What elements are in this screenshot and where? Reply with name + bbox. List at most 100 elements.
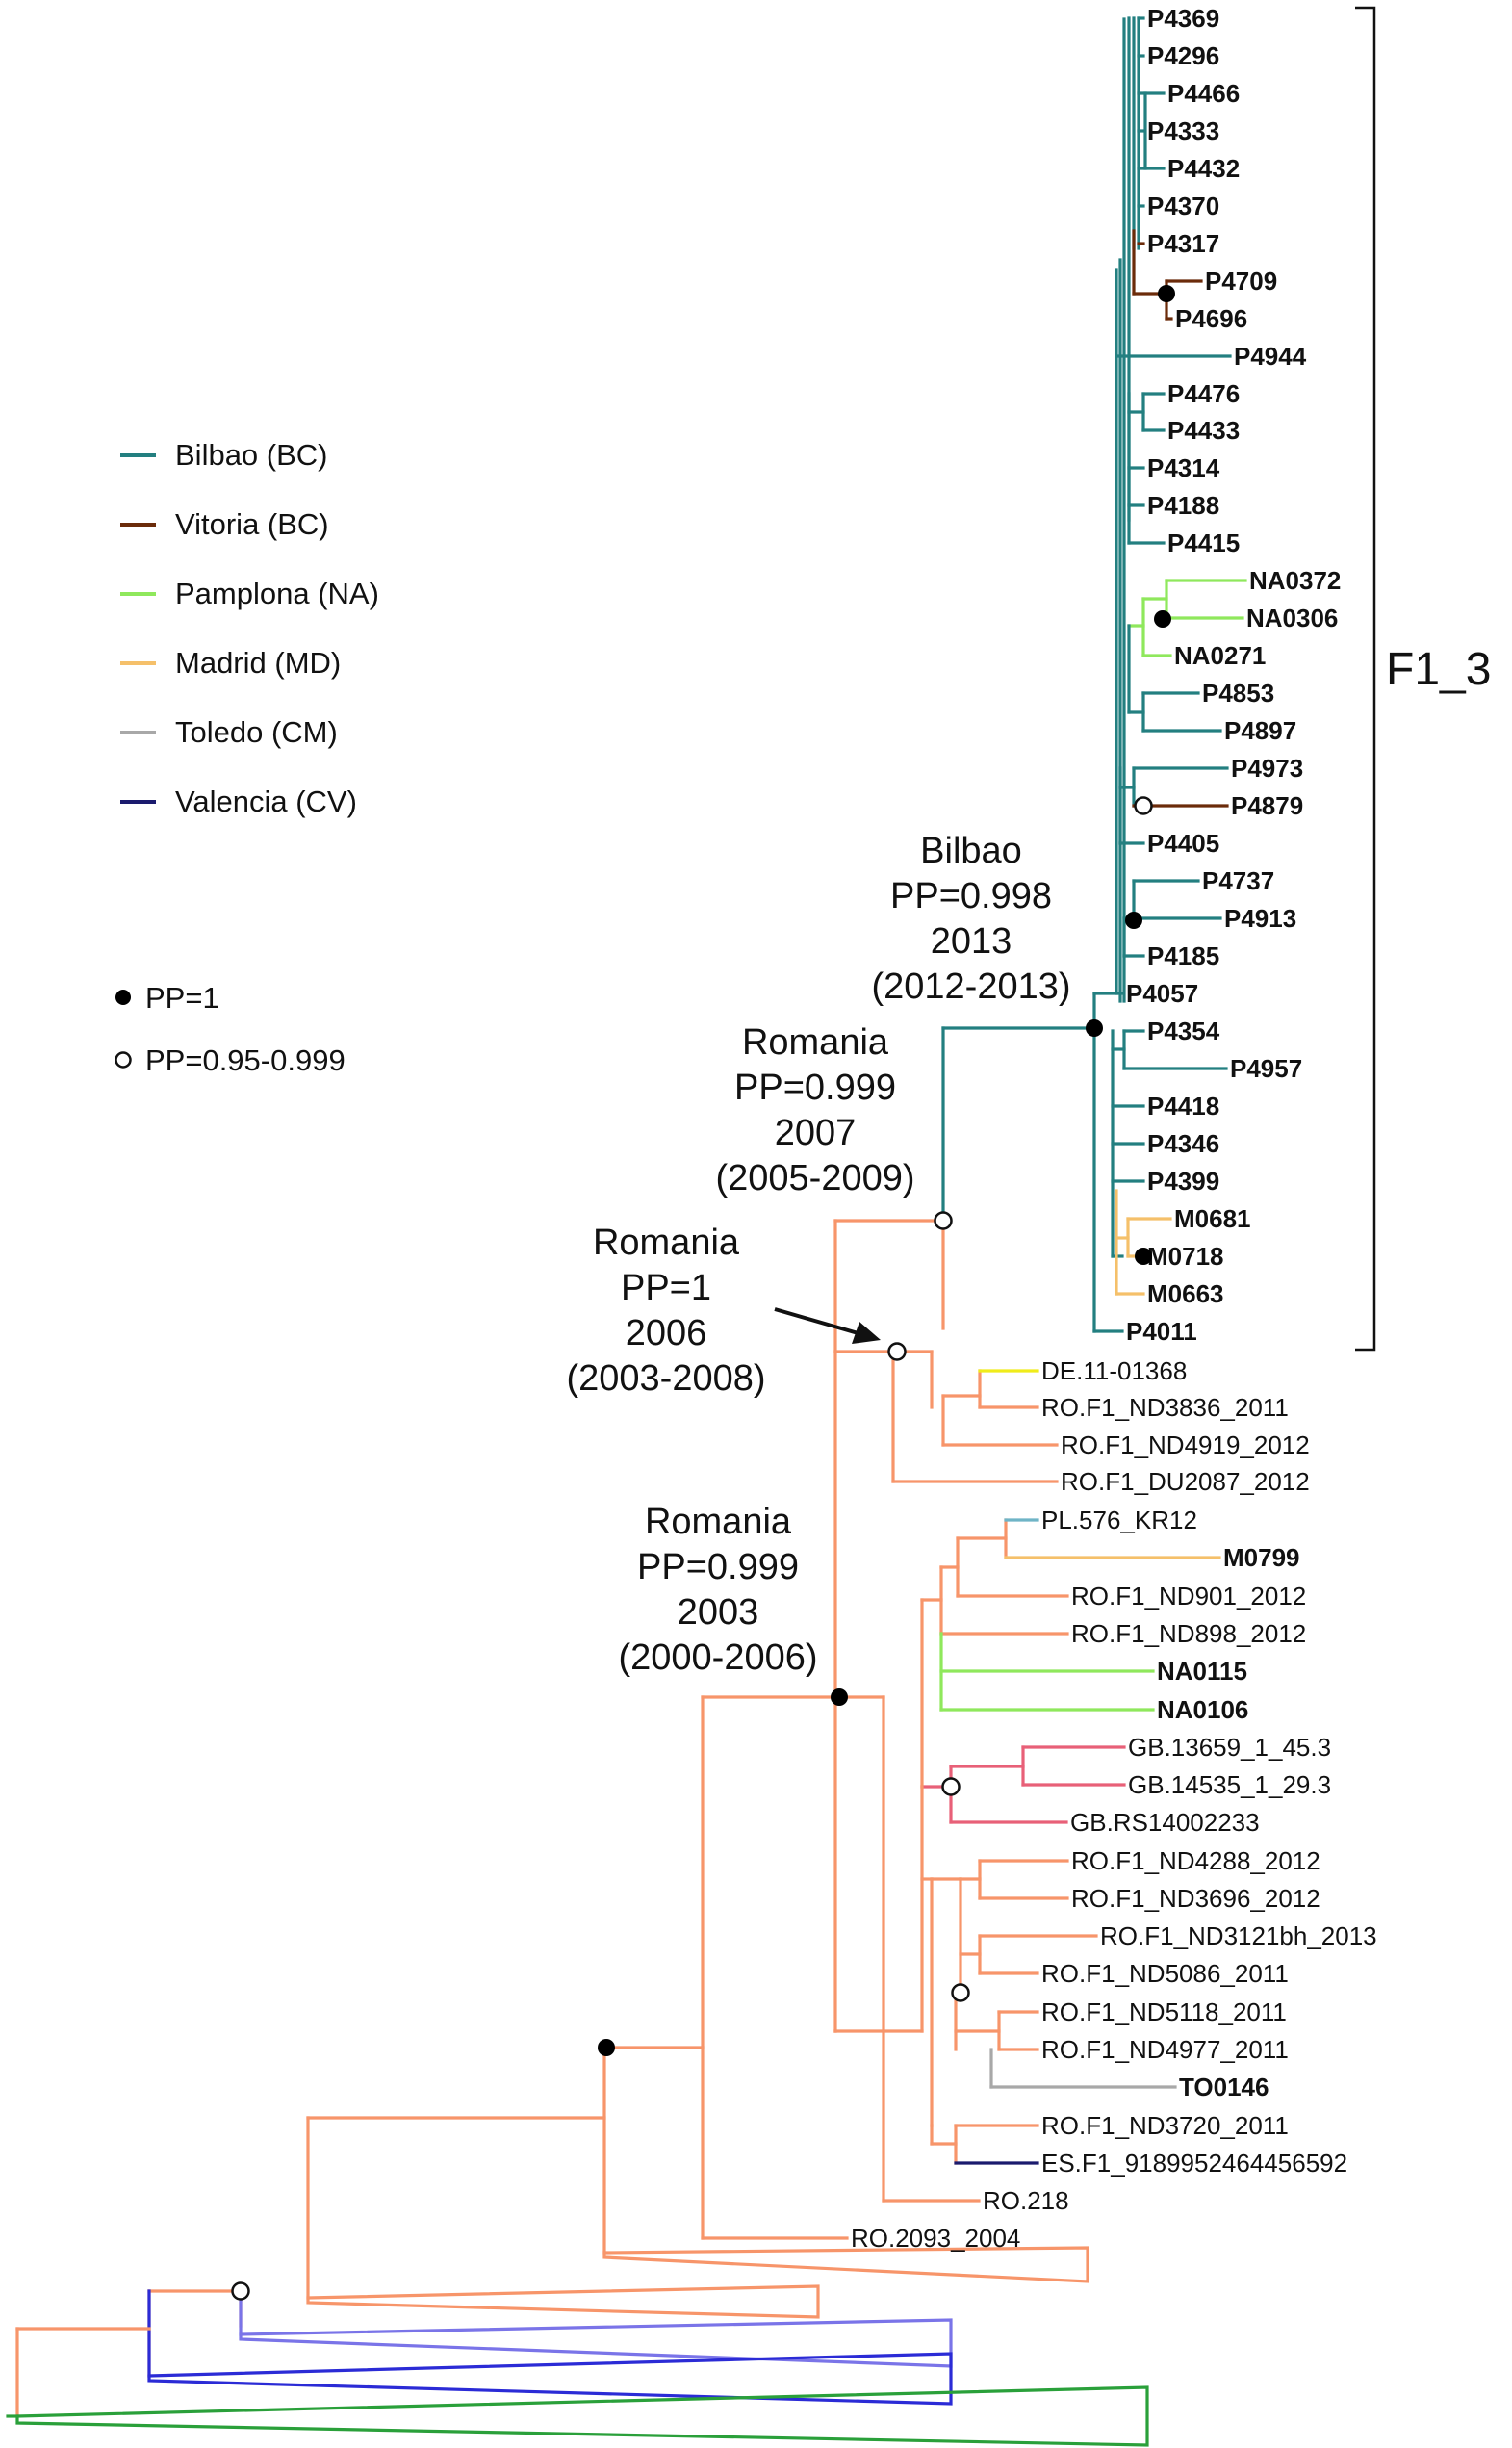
annotation-line: 2013 [931, 921, 1012, 962]
leaf-label: M0663 [1147, 1279, 1224, 1308]
annotation-line: (2000-2006) [618, 1637, 817, 1678]
leaf-label: RO.F1_ND901_2012 [1071, 1582, 1306, 1611]
leaf-label: NA0106 [1157, 1695, 1248, 1724]
leaf-label: GB.14535_1_29.3 [1128, 1770, 1331, 1799]
leaf-label: P4415 [1167, 528, 1240, 557]
legend-label: Toledo (CM) [175, 715, 338, 749]
leaf-label: P4185 [1147, 941, 1219, 970]
leaf-label: RO.F1_ND4977_2011 [1041, 2035, 1289, 2064]
pp-partial-node [1134, 796, 1153, 815]
leaf-label: RO.F1_ND3720_2011 [1041, 2111, 1289, 2140]
leaf-label: P4317 [1147, 229, 1219, 258]
pp-full-node [1158, 285, 1175, 302]
annotation-romania-2003: Romania PP=0.999 2003 (2000-2006) [618, 1502, 817, 1678]
pp-full-node [1154, 610, 1171, 628]
leaf-label: P4354 [1147, 1017, 1220, 1045]
leaf-label: P4057 [1126, 979, 1198, 1008]
leaf-label: M0681 [1174, 1204, 1251, 1233]
leaf-label: P4737 [1202, 866, 1274, 895]
annotation-line: Bilbao [920, 831, 1022, 871]
pp-partial-node [941, 1777, 961, 1796]
leaf-label: P4433 [1167, 416, 1240, 445]
annotation-line: Romania [593, 1223, 740, 1263]
annotation-line: Romania [645, 1502, 792, 1542]
clade-label: F1_3 [1386, 644, 1491, 695]
annotation-line: PP=0.998 [890, 876, 1052, 916]
leaf-label: RO.F1_ND5118_2011 [1041, 1997, 1287, 2026]
pp-partial-node [887, 1342, 907, 1361]
pp-partial-node [951, 1983, 970, 2002]
leaf-label: RO.F1_ND3696_2012 [1071, 1884, 1320, 1913]
legend-pp-partial: PP=0.95-0.999 [145, 1044, 346, 1077]
leaf-label: NA0306 [1246, 604, 1338, 632]
leaf-label: P4879 [1231, 791, 1303, 820]
pp-full-node [598, 2039, 615, 2056]
pp-full-marker-icon [115, 990, 131, 1005]
leaf-label: RO.2093_2004 [851, 2224, 1020, 2253]
annotation-arrow [774, 1307, 881, 1344]
leaf-labels: P4369 P4296 P4466 P4333 P4432 P4370 P4317 P4709… [851, 4, 1377, 2253]
pp-partial-marker-icon [115, 1051, 132, 1069]
leaf-label: RO.F1_ND4919_2012 [1061, 1430, 1310, 1459]
leaf-label: TO0146 [1179, 2073, 1269, 2101]
leaf-label: P4188 [1147, 491, 1219, 520]
leaf-label: ES.F1_9189952464456592 [1041, 2149, 1347, 2177]
leaf-label: RO.F1_ND898_2012 [1071, 1619, 1306, 1648]
annotation-line: PP=0.999 [637, 1547, 799, 1587]
annotation-line: 2007 [775, 1113, 857, 1153]
legend-label: Madrid (MD) [175, 646, 341, 680]
leaf-label: P4405 [1147, 829, 1219, 858]
leaf-label: P4432 [1167, 154, 1240, 183]
annotation-line: PP=1 [621, 1268, 711, 1308]
pp-partial-node [231, 2281, 250, 2301]
leaf-label: P4696 [1175, 304, 1247, 333]
annotation-line: (2003-2008) [566, 1358, 765, 1399]
leaf-label: P4296 [1147, 41, 1219, 70]
annotation-line: 2006 [626, 1313, 707, 1353]
leaf-label: P4466 [1167, 79, 1240, 108]
leaf-label: RO.F1_ND5086_2011 [1041, 1959, 1289, 1988]
leaf-label: RO.F1_DU2087_2012 [1061, 1467, 1310, 1496]
leaf-label: RO.F1_ND3836_2011 [1041, 1393, 1289, 1422]
leaf-label: P4944 [1234, 342, 1307, 371]
leaf-label: NA0372 [1249, 566, 1341, 595]
leaf-label: P4853 [1202, 679, 1274, 708]
leaf-label: P4314 [1147, 453, 1220, 482]
leaf-label: P4957 [1230, 1054, 1302, 1083]
leaf-label: P4973 [1231, 754, 1303, 783]
leaf-label: P4333 [1147, 116, 1219, 145]
leaf-label: RO.218 [983, 2186, 1069, 2215]
collapsed-clade [239, 2318, 953, 2368]
collapsed-clade [306, 2284, 820, 2319]
leaf-label: P4011 [1126, 1317, 1197, 1346]
leaf-label: P4399 [1147, 1167, 1219, 1196]
leaf-label: DE.11-01368 [1041, 1356, 1187, 1385]
leaf-label: M0718 [1147, 1242, 1224, 1271]
collapsed-clade [602, 2246, 1089, 2283]
annotation-line: (2012-2013) [871, 966, 1070, 1007]
legend-pp-full: PP=1 [145, 981, 219, 1015]
leaf-label: NA0271 [1174, 641, 1266, 670]
annotation-line: (2005-2009) [715, 1158, 914, 1198]
leaf-label: GB.RS14002233 [1070, 1808, 1260, 1837]
clade-bracket [1355, 6, 1376, 1352]
collapsed-clade [147, 2352, 953, 2406]
pp-full-node [1125, 912, 1142, 929]
leaf-label: P4346 [1147, 1129, 1219, 1158]
leaf-label: P4369 [1147, 4, 1219, 33]
leaf-label: P4897 [1224, 716, 1296, 745]
leaf-label: P4913 [1224, 904, 1296, 933]
annotation-romania-2006: Romania PP=1 2006 (2003-2008) [566, 1223, 765, 1399]
leaf-label: P4370 [1147, 192, 1219, 220]
support-nodes [231, 285, 1175, 2301]
pp-full-node [831, 1688, 848, 1706]
legend-label: Pamplona (NA) [175, 577, 379, 610]
annotation-bilbao: Bilbao PP=0.998 2013 (2012-2013) [871, 831, 1070, 1007]
annotation-line: Romania [742, 1022, 889, 1063]
leaf-label: RO.F1_ND4288_2012 [1071, 1846, 1320, 1875]
leaf-label: RO.F1_ND3121bh_2013 [1100, 1921, 1377, 1950]
legend-label: Bilbao (BC) [175, 438, 328, 472]
leaf-label: GB.13659_1_45.3 [1128, 1733, 1331, 1762]
pp-partial-node [934, 1211, 953, 1230]
